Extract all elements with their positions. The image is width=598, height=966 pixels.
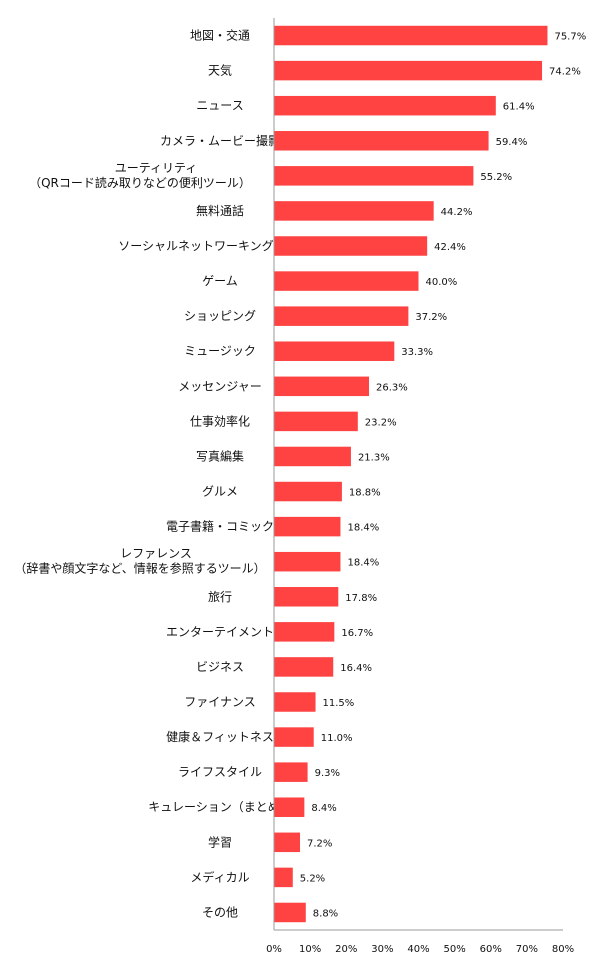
bar-2 xyxy=(274,95,496,116)
bar-10 xyxy=(274,376,370,397)
x-tick-label-4: 40% xyxy=(407,944,429,955)
bar-12 xyxy=(274,446,351,467)
bar-0 xyxy=(274,25,548,46)
category-label-24: メディカル xyxy=(190,869,249,884)
bars xyxy=(274,25,548,923)
category-label-20: 健康＆フィットネス xyxy=(166,729,274,744)
category-label-6: ソーシャルネットワーキング（SNS） xyxy=(118,239,322,253)
value-label-0: 75.7% xyxy=(554,32,586,43)
bar-14 xyxy=(274,516,341,537)
value-label-13: 18.8% xyxy=(349,488,381,499)
value-label-24: 5.2% xyxy=(300,873,325,884)
value-label-5: 44.2% xyxy=(441,207,473,218)
value-label-18: 16.4% xyxy=(340,663,372,674)
category-label-16: 旅行 xyxy=(208,590,232,604)
value-label-12: 21.3% xyxy=(358,452,390,463)
x-tick-label-8: 80% xyxy=(552,944,574,955)
value-label-9: 33.3% xyxy=(401,347,433,358)
category-label-1: 天気 xyxy=(208,63,232,78)
category-label-2: ニュース xyxy=(196,99,243,113)
value-label-21: 9.3% xyxy=(315,768,340,779)
category-label-19: ファイナンス xyxy=(184,695,256,709)
category-label-13: グルメ xyxy=(202,485,238,499)
bar-19 xyxy=(274,692,316,712)
category-label-5: 無料通話 xyxy=(196,203,244,218)
bar-1 xyxy=(274,60,543,81)
category-label-8: ショッピング xyxy=(184,309,256,323)
bar-20 xyxy=(274,727,314,747)
value-label-22: 8.4% xyxy=(311,803,336,814)
x-tick-label-2: 20% xyxy=(335,944,357,955)
value-label-7: 40.0% xyxy=(426,277,458,288)
category-labels: 地図・交通天気ニュースカメラ・ムービー撮影ユーティリティ（QRコード読み取りなど… xyxy=(14,28,321,920)
value-label-17: 16.7% xyxy=(341,628,373,639)
value-label-8: 37.2% xyxy=(415,312,447,323)
x-tick-label-0: 0% xyxy=(266,944,282,955)
bar-16 xyxy=(274,587,339,607)
value-label-20: 11.0% xyxy=(321,733,353,744)
category-label-10: メッセンジャー xyxy=(178,379,261,393)
value-label-15: 18.4% xyxy=(347,558,379,569)
value-label-1: 74.2% xyxy=(549,67,581,78)
value-label-25: 8.8% xyxy=(313,908,338,919)
value-label-10: 26.3% xyxy=(376,382,408,393)
value-label-11: 23.2% xyxy=(365,417,397,428)
bar-9 xyxy=(274,341,395,361)
bar-11 xyxy=(274,411,358,432)
category-label-7: ゲーム xyxy=(202,274,238,288)
bar-25 xyxy=(274,902,306,923)
bar-13 xyxy=(274,481,342,502)
bar-3 xyxy=(274,131,489,151)
bar-6 xyxy=(274,236,428,256)
category-label-15: レファレンス（辞書や顔文字など、情報を参照するツール） xyxy=(14,547,265,576)
value-label-14: 18.4% xyxy=(347,523,379,534)
bar-22 xyxy=(274,797,305,817)
bar-24 xyxy=(274,867,293,888)
value-label-6: 42.4% xyxy=(434,242,466,253)
value-label-23: 7.2% xyxy=(307,838,332,849)
category-label-4: ユーティリティ（QRコード読み取りなどの便利ツール） xyxy=(29,161,251,190)
value-label-4: 55.2% xyxy=(480,172,512,183)
category-label-25: その他 xyxy=(202,905,238,919)
value-label-2: 61.4% xyxy=(503,102,535,113)
category-label-0: 地図・交通 xyxy=(190,28,250,43)
x-tick-label-6: 60% xyxy=(480,944,502,955)
category-label-11: 仕事効率化 xyxy=(190,413,250,428)
x-tick-label-5: 50% xyxy=(444,944,466,955)
value-label-3: 59.4% xyxy=(496,137,528,148)
bar-17 xyxy=(274,622,335,642)
category-label-21: ライフスタイル xyxy=(178,765,262,779)
bar-23 xyxy=(274,832,301,853)
value-label-19: 11.5% xyxy=(323,698,355,709)
category-label-4-line-0: ユーティリティ xyxy=(115,161,198,175)
bar-5 xyxy=(274,201,434,221)
x-tick-label-3: 30% xyxy=(371,944,393,955)
x-tick-label-7: 70% xyxy=(516,944,538,955)
category-label-18: ビジネス xyxy=(196,660,244,674)
category-label-9: ミュージック xyxy=(184,344,256,358)
category-label-15-line-1: （辞書や顔文字など、情報を参照するツール） xyxy=(14,561,265,576)
category-label-3: カメラ・ムービー撮影 xyxy=(160,134,280,148)
value-labels: 75.7% 74.2% 61.4% 59.4% 55.2% 44.2% 42.4% 40.0%… xyxy=(300,32,586,920)
category-label-15-line-0: レファレンス xyxy=(120,547,192,561)
x-tick-label-1: 10% xyxy=(299,944,321,955)
bar-4 xyxy=(274,166,474,186)
bar-18 xyxy=(274,657,334,677)
bar-21 xyxy=(274,762,308,782)
bar-8 xyxy=(274,306,409,326)
category-label-17: エンターテイメント xyxy=(166,625,274,639)
bar-15 xyxy=(274,551,341,572)
value-label-16: 17.8% xyxy=(345,593,377,604)
category-label-12: 写真編集 xyxy=(196,448,244,463)
category-label-23: 学習 xyxy=(208,834,232,849)
category-label-22: キュレーション（まとめ） xyxy=(148,800,292,814)
bar-7 xyxy=(274,271,419,291)
category-label-14: 電子書籍・コミック xyxy=(166,519,274,534)
x-tick-labels: 0% 10% 20% 30% 40% 50% 60% 70% 80% xyxy=(266,944,574,955)
category-label-4-line-1: （QRコード読み取りなどの便利ツール） xyxy=(29,175,251,190)
